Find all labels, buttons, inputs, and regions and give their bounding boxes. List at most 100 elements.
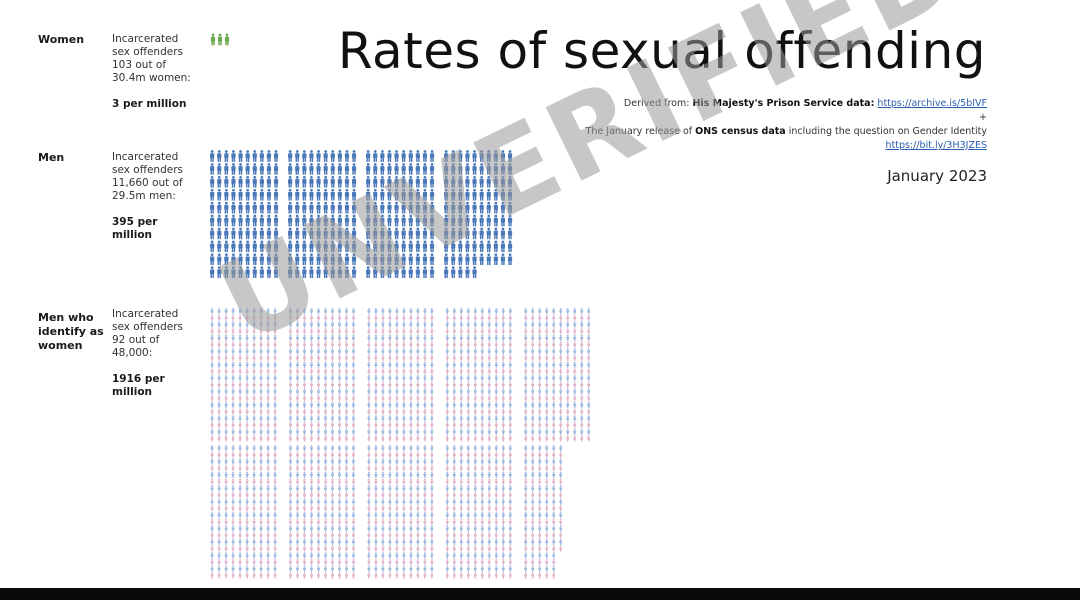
trans-women-person-icon: [538, 388, 542, 395]
men-person-icon: [224, 214, 229, 227]
trans-women-person-icon: [545, 505, 549, 512]
trans-women-person-icon: [409, 512, 413, 519]
trans-women-person-icon: [409, 552, 413, 559]
trans-women-person-icon: [395, 314, 399, 321]
trans-women-person-icon: [351, 518, 356, 525]
trans-women-person-icon: [388, 545, 392, 552]
men-person-icon: [323, 163, 328, 175]
trans-women-person-icon: [587, 308, 591, 315]
men-person-icon: [238, 266, 243, 278]
men-person-icon: [217, 201, 222, 214]
trans-women-person-icon: [452, 361, 456, 368]
trans-women-person-icon: [552, 435, 556, 442]
trans-women-person-icon: [217, 428, 221, 435]
trans-women-person-icon: [559, 341, 563, 348]
trans-women-person-icon: [423, 308, 427, 315]
men-person-icon: [323, 201, 328, 214]
trans-women-person-icon: [316, 572, 321, 579]
trans-women-person-icon: [480, 471, 484, 479]
trans-women-person-icon: [302, 375, 307, 382]
trans-women-person-icon: [466, 428, 470, 435]
trans-women-person-icon: [231, 451, 235, 458]
trans-women-person-icon: [430, 465, 434, 472]
trans-women-person-icon: [302, 334, 307, 342]
trans-women-person-icon: [238, 512, 242, 519]
trans-women-person-icon: [295, 415, 300, 422]
trans-women-person-icon: [409, 375, 413, 382]
trans-women-person-icon: [545, 559, 549, 566]
trans-women-person-icon: [459, 552, 463, 559]
trans-women-person-icon: [210, 375, 214, 382]
trans-women-person-icon: [466, 334, 470, 342]
trans-women-person-icon: [416, 308, 420, 315]
trans-women-person-icon: [337, 341, 342, 348]
trans-women-person-icon: [316, 492, 321, 499]
men-person-icon: [316, 175, 321, 188]
trans-women-person-icon: [487, 375, 491, 382]
prison-source-link[interactable]: https://archive.is/5bIVF: [877, 98, 987, 109]
trans-women-person-icon: [430, 422, 434, 429]
trans-women-person-icon: [302, 355, 307, 362]
trans-women-person-icon: [445, 314, 449, 321]
trans-women-person-icon: [388, 308, 392, 315]
trans-women-person-icon: [259, 314, 263, 321]
trans-women-person-icon: [259, 375, 263, 382]
trans-women-person-icon: [245, 368, 249, 375]
trans-women-person-icon: [288, 328, 293, 335]
trans-women-person-icon: [231, 422, 235, 429]
trans-women-person-icon: [266, 314, 270, 321]
trans-women-person-icon: [395, 471, 399, 479]
trans-women-person-icon: [351, 471, 356, 479]
trans-women-person-icon: [445, 435, 449, 442]
trans-women-person-icon: [452, 422, 456, 429]
trans-women-person-icon: [409, 538, 413, 546]
men-person-icon: [238, 201, 243, 214]
trans-women-person-icon: [501, 465, 505, 472]
trans-women-person-icon: [388, 348, 392, 355]
trans-women-person-icon: [316, 532, 321, 539]
men-person-icon: [259, 240, 264, 253]
trans-women-person-icon: [566, 435, 570, 442]
men-person-icon: [401, 253, 406, 266]
trans-women-person-icon: [531, 565, 535, 572]
source-prison-line: Derived from: His Majesty's Prison Servi…: [586, 97, 987, 111]
trans-women-person-icon: [323, 518, 328, 525]
men-person-icon: [302, 214, 307, 227]
census-source-link[interactable]: https://bit.ly/3H3JZES: [885, 140, 987, 151]
men-person-icon: [288, 175, 293, 188]
trans-women-person-icon: [273, 375, 277, 382]
men-person-icon: [245, 175, 250, 188]
trans-women-person-icon: [374, 505, 378, 512]
men-person-icon: [231, 240, 236, 253]
trans-women-person-icon: [252, 334, 256, 342]
trans-women-person-icon: [295, 381, 300, 388]
row-label-women: Women: [38, 33, 85, 46]
trans-women-person-icon: [416, 505, 420, 512]
men-person-icon: [238, 240, 243, 253]
trans-women-person-icon: [217, 565, 221, 572]
men-person-icon: [429, 163, 435, 175]
trans-women-person-icon: [302, 498, 307, 505]
trans-women-person-icon: [231, 498, 235, 505]
trans-women-person-icon: [252, 355, 256, 362]
trans-women-person-icon: [245, 435, 249, 442]
trans-women-person-icon: [323, 381, 328, 388]
trans-women-person-icon: [416, 381, 420, 388]
trans-women-person-icon: [288, 415, 293, 422]
trans-women-person-icon: [538, 538, 542, 546]
trans-women-person-icon: [423, 478, 427, 485]
trans-women-person-icon: [374, 422, 378, 429]
trans-women-person-icon: [344, 395, 349, 402]
trans-women-person-icon: [545, 572, 549, 579]
trans-women-person-icon: [402, 381, 406, 388]
trans-women-person-icon: [402, 341, 406, 348]
trans-women-person-icon: [452, 532, 456, 539]
trans-women-person-icon: [524, 552, 528, 559]
trans-women-person-icon: [445, 545, 449, 552]
trans-women-person-icon: [374, 538, 378, 546]
trans-women-person-icon: [545, 552, 549, 559]
trans-women-person-icon: [402, 451, 406, 458]
men-person-icon: [295, 214, 300, 227]
trans-women-person-icon: [351, 552, 356, 559]
trans-women-person-icon: [259, 478, 263, 485]
